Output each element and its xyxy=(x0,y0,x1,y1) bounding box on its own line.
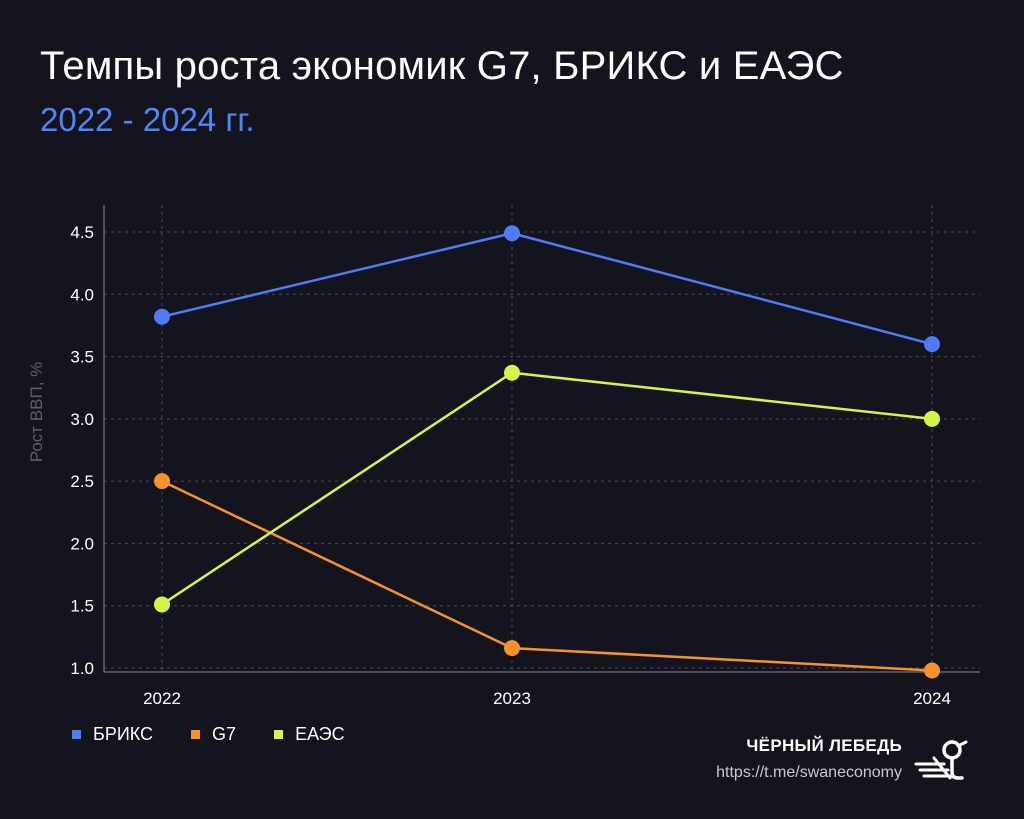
legend-label-brics: БРИКС xyxy=(93,724,154,744)
series-line-0 xyxy=(161,231,933,346)
legend-label-eaeu: ЕАЭС xyxy=(295,724,345,744)
data-point-0-2 xyxy=(924,336,940,353)
legend-swatch-brics xyxy=(72,730,81,739)
chart-title: Темпы роста экономик G7, БРИКС и ЕАЭС xyxy=(40,44,844,88)
data-point-0-1 xyxy=(504,225,520,242)
y-tick-label: 3.5 xyxy=(70,348,94,367)
data-point-1-0 xyxy=(154,473,170,490)
legend-item-g7: G7 xyxy=(191,724,236,745)
y-tick-label: 1.0 xyxy=(70,659,94,678)
x-tick-label: 2022 xyxy=(143,689,181,708)
legend-item-eaeu: ЕАЭС xyxy=(274,724,345,745)
swan-logo-icon xyxy=(914,740,968,780)
series-line-2 xyxy=(161,371,933,606)
data-point-2-2 xyxy=(924,410,940,427)
y-tick-label: 4.5 xyxy=(70,223,94,242)
legend: БРИКС G7 ЕАЭС xyxy=(72,724,383,745)
legend-swatch-eaeu xyxy=(274,730,284,739)
data-point-2-0 xyxy=(154,596,170,613)
data-point-0-0 xyxy=(154,308,170,325)
x-tick-label: 2023 xyxy=(493,689,531,708)
axes: 1.0 1.5 2.0 2.5 3.0 3.5 4.0 4.5 2022 2023 2024 Рост… xyxy=(27,205,980,708)
chart-subtitle: 2022 - 2024 гг. xyxy=(40,101,255,138)
x-tick-label: 2024 xyxy=(913,689,951,708)
y-axis-label: Рост ВВП, % xyxy=(27,362,46,463)
y-tick-label: 3.0 xyxy=(70,410,94,429)
legend-swatch-g7 xyxy=(191,730,201,739)
grid xyxy=(104,205,980,672)
series-line-1 xyxy=(161,480,933,672)
y-tick-label: 4.0 xyxy=(70,285,94,304)
brand-name: ЧЁРНЫЙ ЛЕБЕДЬ xyxy=(746,736,902,755)
series xyxy=(154,225,940,679)
legend-label-g7: G7 xyxy=(212,724,237,744)
y-tick-label: 2.0 xyxy=(70,534,94,553)
data-point-1-1 xyxy=(504,640,520,657)
brand-block: ЧЁРНЫЙ ЛЕБЕДЬ https://t.me/swaneconomy xyxy=(716,736,902,782)
y-tick-label: 2.5 xyxy=(70,472,94,491)
legend-item-brics: БРИКС xyxy=(72,724,153,745)
data-point-2-1 xyxy=(504,364,520,381)
brand-url[interactable]: https://t.me/swaneconomy xyxy=(716,764,902,781)
y-tick-label: 1.5 xyxy=(70,597,94,616)
data-point-1-2 xyxy=(924,662,940,679)
